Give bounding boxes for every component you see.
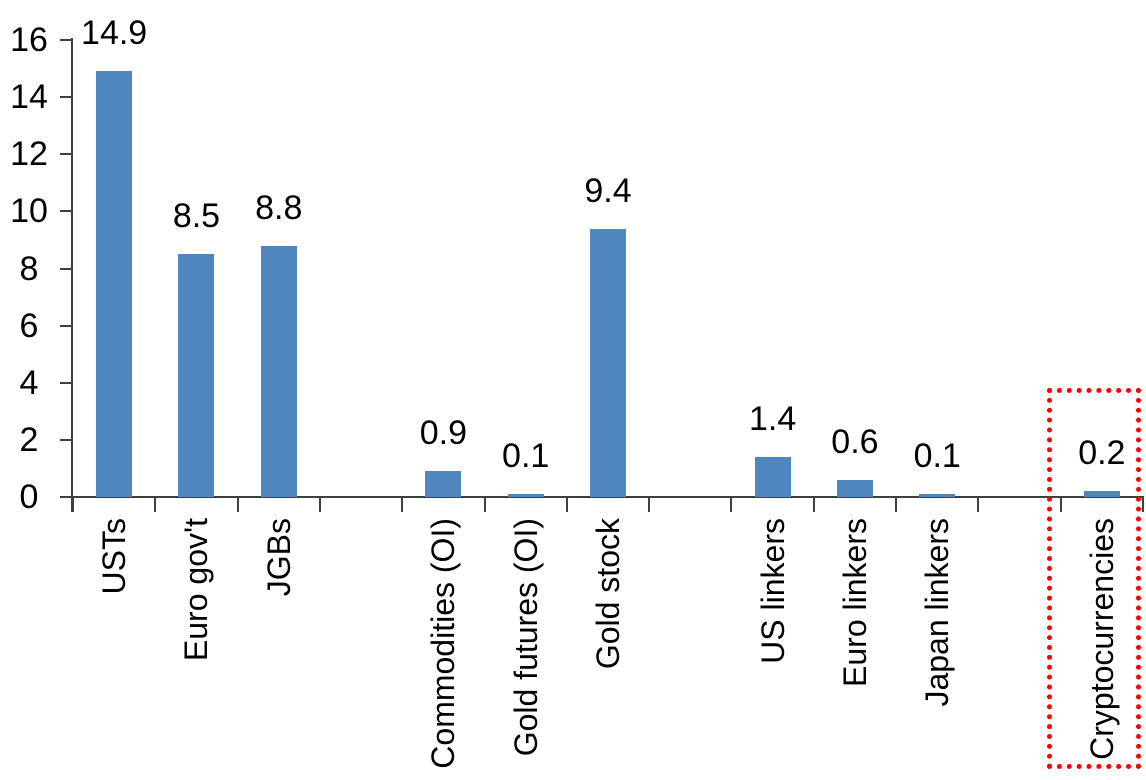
bar-value-label: 0.6 <box>831 422 879 461</box>
bar-US linkers <box>754 457 791 497</box>
bar-value-label: 0.1 <box>913 437 961 476</box>
y-axis-tick <box>60 96 73 99</box>
y-axis-tick-label: 6 <box>19 306 39 345</box>
y-axis-tick <box>60 153 73 156</box>
x-axis-category-label: Gold futures (OI) <box>507 518 544 757</box>
bar-value-label: 0.2 <box>1078 434 1126 473</box>
x-axis-category-label: USTs <box>96 518 133 595</box>
bar-value-label: 8.5 <box>172 197 221 236</box>
y-axis-tick-label: 8 <box>19 249 39 288</box>
x-axis-category-label: Commodities (OI) <box>425 518 462 769</box>
y-axis-tick <box>60 210 73 213</box>
y-axis-tick-label: 2 <box>19 420 39 459</box>
bar-Euro gov't <box>178 254 215 497</box>
bar-Gold stock <box>590 228 626 497</box>
bar-value-label: 1.4 <box>748 400 797 438</box>
x-axis-category-label: Euro linkers <box>836 518 873 687</box>
bar-JGBs <box>260 245 297 497</box>
x-axis-tick <box>72 497 74 512</box>
y-axis-tick-label: 0 <box>19 478 39 516</box>
x-axis-tick <box>1059 497 1062 512</box>
x-axis-line <box>71 496 1144 498</box>
highlight-box <box>1046 388 1141 769</box>
x-axis-category-label: Euro gov't <box>178 518 215 662</box>
bar-value-label: 14.9 <box>81 14 148 53</box>
bar-value-label: 8.8 <box>255 188 303 227</box>
x-axis-tick <box>977 497 980 512</box>
x-axis-category-label: JGBs <box>260 518 297 597</box>
x-axis-category-label: Japan linkers <box>919 518 956 707</box>
x-axis-category-label: Gold stock <box>590 518 626 670</box>
bar-Euro linkers <box>836 479 873 497</box>
x-axis-tick <box>154 497 157 512</box>
x-axis-tick <box>648 497 651 512</box>
x-axis-tick <box>1142 497 1144 512</box>
x-axis-tick <box>318 497 321 512</box>
x-axis-tick <box>565 497 568 512</box>
y-axis-tick <box>60 39 73 41</box>
y-axis-line <box>71 38 73 512</box>
x-axis-tick <box>483 497 486 512</box>
x-axis-tick <box>236 497 239 512</box>
y-axis-tick-label: 12 <box>10 135 48 174</box>
y-axis-tick <box>60 324 73 327</box>
x-axis-tick <box>730 497 733 512</box>
y-axis-tick-label: 4 <box>19 363 39 402</box>
y-axis-tick <box>60 267 73 270</box>
x-axis-category-label: US linkers <box>754 518 791 664</box>
y-axis-tick-label: 10 <box>10 192 48 231</box>
y-axis-tick-label: 16 <box>10 21 48 59</box>
bar-value-label: 0.9 <box>419 414 467 453</box>
y-axis-tick <box>60 496 73 498</box>
bar-value-label: 0.1 <box>502 437 550 476</box>
y-axis-tick <box>60 438 73 441</box>
x-axis-tick <box>812 497 815 512</box>
x-axis-tick <box>401 497 404 512</box>
bar-Cryptocurrencies <box>1083 491 1120 497</box>
bar-Japan linkers <box>919 494 956 497</box>
x-axis-tick <box>895 497 898 512</box>
y-axis-tick <box>60 381 73 384</box>
bar-USTs <box>96 71 133 497</box>
y-axis-tick-label: 14 <box>10 78 48 117</box>
bar-value-label: 9.4 <box>584 171 632 210</box>
bar-Gold futures (OI) <box>507 494 544 497</box>
bar-Commodities (OI) <box>425 471 462 497</box>
